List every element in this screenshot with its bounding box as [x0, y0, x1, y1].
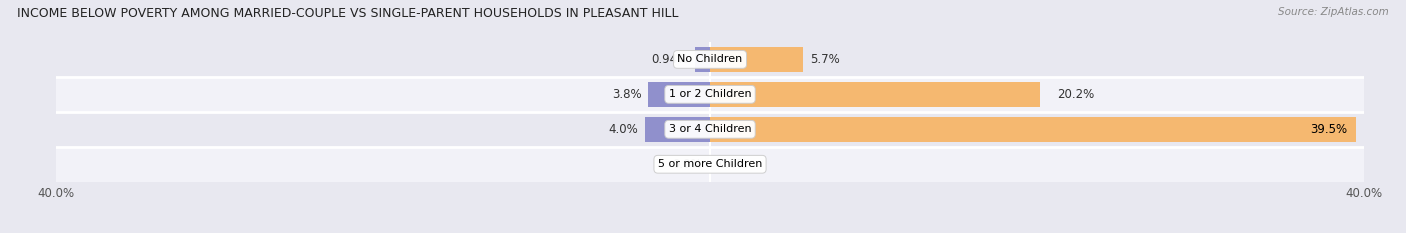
- Text: 0.94%: 0.94%: [651, 53, 688, 66]
- Text: No Children: No Children: [678, 55, 742, 64]
- Bar: [695, 47, 710, 72]
- Text: 0.0%: 0.0%: [718, 158, 748, 171]
- Bar: [710, 117, 1355, 142]
- Text: INCOME BELOW POVERTY AMONG MARRIED-COUPLE VS SINGLE-PARENT HOUSEHOLDS IN PLEASAN: INCOME BELOW POVERTY AMONG MARRIED-COUPL…: [17, 7, 678, 20]
- Text: 4.0%: 4.0%: [609, 123, 638, 136]
- Text: 1 or 2 Children: 1 or 2 Children: [669, 89, 751, 99]
- Text: 5.7%: 5.7%: [810, 53, 839, 66]
- Bar: [56, 147, 1364, 182]
- Text: 39.5%: 39.5%: [1310, 123, 1347, 136]
- Bar: [56, 77, 1364, 112]
- Text: 3.8%: 3.8%: [612, 88, 641, 101]
- Bar: [648, 82, 710, 107]
- Text: 3 or 4 Children: 3 or 4 Children: [669, 124, 751, 134]
- Bar: [56, 42, 1364, 77]
- Bar: [710, 47, 803, 72]
- Bar: [710, 82, 1040, 107]
- Bar: [644, 117, 710, 142]
- Text: Source: ZipAtlas.com: Source: ZipAtlas.com: [1278, 7, 1389, 17]
- Bar: [56, 112, 1364, 147]
- Text: 20.2%: 20.2%: [1057, 88, 1094, 101]
- Text: 5 or more Children: 5 or more Children: [658, 159, 762, 169]
- Text: 0.0%: 0.0%: [672, 158, 702, 171]
